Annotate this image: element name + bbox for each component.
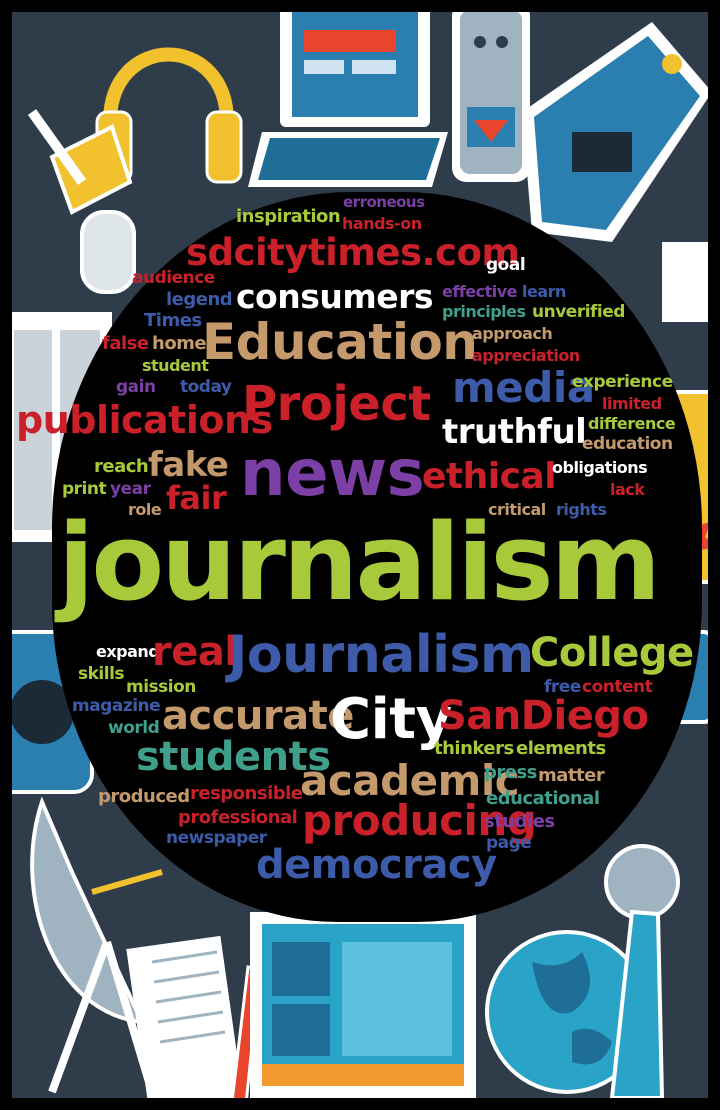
word-inspiration: inspiration [236, 206, 341, 227]
word-sdcitytimes: sdcitytimes.com [186, 231, 520, 274]
word-false: false [102, 333, 149, 354]
word-media: media [452, 363, 595, 412]
word-skills: skills [78, 664, 125, 684]
word-legend: legend [166, 289, 233, 310]
word-goal: goal [486, 255, 526, 275]
word-role: role [128, 500, 162, 519]
word-content: content [582, 677, 653, 697]
globe-icon [485, 930, 649, 1094]
word-journalism-big: journalism [58, 501, 661, 624]
word-thinkers: thinkers [434, 738, 514, 759]
word-studies: studies [484, 811, 555, 832]
tablet-icon [250, 912, 476, 1098]
word-journalism-blue: Journalism [228, 625, 534, 685]
word-cloud-background [52, 192, 702, 922]
word-accurate: accurate [162, 693, 354, 739]
word-mission: mission [126, 677, 196, 697]
word-press: press [484, 762, 537, 783]
voice-recorder-icon [452, 12, 530, 182]
word-news: news [240, 437, 425, 511]
word-college: College [530, 630, 694, 676]
word-project: Project [242, 376, 431, 432]
word-truthful: truthful [442, 412, 587, 452]
word-free: free [544, 677, 581, 697]
word-approach: approach [472, 324, 553, 343]
word-professional: professional [178, 807, 298, 828]
word-effective: effective [442, 282, 518, 301]
word-elements: elements [516, 738, 606, 759]
word-print: print [62, 479, 107, 499]
handheld-microphone-icon [604, 844, 680, 1098]
word-fake: fake [148, 445, 229, 485]
word-produced: produced [98, 786, 190, 807]
word-real: real [152, 629, 238, 675]
word-lack: lack [610, 480, 645, 499]
word-audience: audience [132, 268, 215, 288]
word-ethical: ethical [422, 456, 557, 497]
word-learn: learn [522, 282, 566, 301]
word-education-small: education [582, 434, 673, 454]
word-city: City [330, 687, 452, 752]
word-newspaper: newspaper [166, 828, 267, 848]
video-camera-icon [522, 22, 708, 242]
word-rights: rights [556, 500, 607, 519]
word-reach: reach [94, 456, 149, 477]
word-students: students [136, 734, 331, 780]
word-critical: critical [488, 500, 546, 519]
word-education-big: Education [202, 313, 478, 371]
word-educational: educational [486, 788, 600, 809]
word-obligations: obligations [552, 458, 648, 477]
word-matter: matter [538, 765, 605, 786]
word-difference: difference [588, 414, 676, 433]
notepad-icon [126, 935, 245, 1098]
word-times: Times [144, 310, 202, 331]
word-consumers: consumers [236, 277, 434, 316]
word-expand: expand [96, 642, 160, 661]
word-student: student [142, 356, 209, 375]
word-publications: publications [16, 398, 273, 442]
word-gain: gain [116, 377, 156, 397]
word-world: world [108, 718, 160, 738]
word-appreciation: appreciation [472, 346, 580, 365]
word-democracy: democracy [256, 842, 497, 888]
desk-microphone-icon [27, 109, 136, 294]
word-page: page [486, 833, 532, 853]
word-year: year [110, 479, 151, 499]
word-today: today [180, 377, 232, 397]
word-hands-on: hands-on [342, 214, 422, 233]
word-experience: experience [572, 372, 673, 392]
word-producing: producing [302, 796, 537, 845]
word-erroneous: erroneous [343, 193, 425, 211]
word-principles: principles [442, 302, 526, 321]
background-panel: erroneous inspiration hands-on sdcitytim… [12, 12, 708, 1098]
satellite-dish-icon [30, 796, 163, 1094]
word-fair: fair [166, 479, 227, 517]
word-limited: limited [602, 394, 662, 413]
word-unverified: unverified [532, 302, 625, 322]
word-magazine: magazine [72, 696, 161, 716]
word-academic: academic [300, 756, 520, 805]
word-home: home [152, 333, 207, 354]
word-sandiego: SanDiego [438, 693, 649, 739]
laptop-icon [248, 12, 448, 187]
word-responsible: responsible [190, 783, 303, 804]
